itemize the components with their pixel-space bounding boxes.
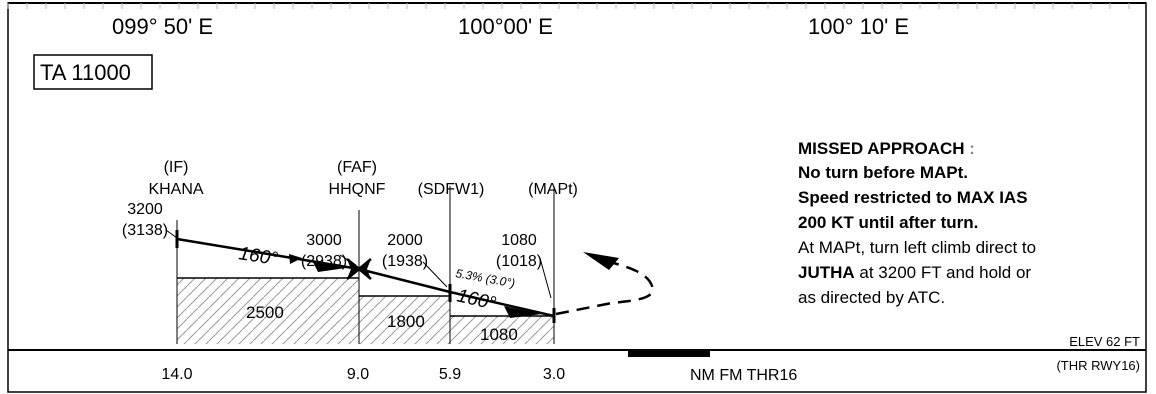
approach-profile-path	[176, 237, 555, 318]
fix-height-sdfw1: (1938)	[382, 253, 428, 270]
track-label-1: 160°	[237, 243, 279, 270]
fix-height-mapt: (1018)	[496, 253, 542, 270]
fix-name-hhqnf: HHQNF	[329, 181, 386, 198]
missed-approach-line-1: No turn before MAPt.	[798, 163, 968, 182]
track-arrow-icon-3	[504, 306, 542, 318]
minimum-altitude-block-1	[177, 278, 359, 344]
fix-name-mapt: (MAPt)	[528, 181, 578, 198]
minimum-altitude-3: 1080	[480, 325, 518, 344]
fix-altitude-khana: 3200	[127, 201, 163, 218]
elevation-value: ELEV 62 FT	[1069, 334, 1140, 349]
missed-approach-title: MISSED APPROACH :	[798, 139, 975, 158]
leader-line-sdfw1	[422, 261, 448, 288]
track-arrow-icon-1	[289, 254, 302, 264]
fix-role-if: (IF)	[164, 159, 189, 176]
distance-14: 14.0	[161, 366, 192, 383]
leader-line-mapt	[539, 257, 552, 299]
minimum-altitude-block-2	[359, 296, 450, 344]
fix-name-khana: KHANA	[148, 181, 203, 198]
missed-approach-line-6: as directed by ATC.	[798, 288, 945, 307]
missed-approach-colon: :	[969, 139, 975, 158]
longitude-label-2: 100°00' E	[458, 14, 553, 39]
distance-unit-label: NM FM THR16	[690, 367, 797, 384]
faf-cross-icon	[346, 258, 372, 280]
fix-altitude-hhqnf: 3000	[306, 232, 342, 249]
longitude-label-3: 100° 10' E	[808, 14, 909, 39]
missed-approach-fix: JUTHA	[798, 263, 855, 282]
minimum-altitude-2: 1800	[387, 312, 425, 331]
fix-role-faf: (FAF)	[337, 159, 377, 176]
leader-line-khana	[165, 229, 178, 239]
missed-approach-line-2: Speed restricted to MAX IAS	[798, 188, 1028, 207]
missed-approach-line-3: 200 KT until after turn.	[798, 213, 978, 232]
missed-approach-line-4: At MAPt, turn left climb direct to	[798, 238, 1036, 257]
longitude-label-1: 099° 50' E	[112, 14, 213, 39]
top-scale-ticks	[7, 3, 1130, 9]
track-arrow-icon-2	[312, 260, 346, 272]
missed-approach-arrow-icon	[583, 252, 619, 270]
elevation-reference: (THR RWY16)	[1056, 358, 1140, 373]
missed-approach-notes: MISSED APPROACH : No turn before MAPt. S…	[798, 139, 1036, 307]
transition-altitude-box	[33, 54, 153, 90]
distance-scale-bar	[628, 350, 710, 357]
fix-height-khana: (3138)	[122, 222, 168, 239]
transition-altitude-label: TA 11000	[40, 60, 131, 85]
distance-3: 3.0	[543, 366, 565, 383]
missed-approach-path	[555, 260, 654, 316]
fix-name-sdfw1: (SDFW1)	[418, 181, 485, 198]
missed-approach-line-5: JUTHA at 3200 FT and hold or	[798, 263, 1031, 282]
minimum-altitude-block-3	[450, 316, 554, 344]
fix-altitude-sdfw1: 2000	[387, 232, 423, 249]
minimum-altitude-1: 2500	[246, 303, 284, 322]
track-label-2: 160°	[455, 285, 498, 314]
fix-altitude-mapt: 1080	[501, 232, 537, 249]
distance-5-9: 5.9	[439, 366, 461, 383]
distance-9: 9.0	[347, 366, 369, 383]
